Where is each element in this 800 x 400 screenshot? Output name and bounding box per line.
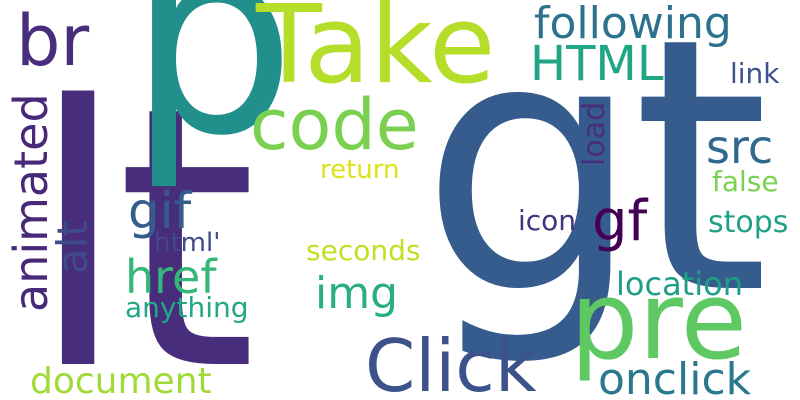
word-link: link	[730, 57, 780, 90]
word-animated: animated	[4, 93, 58, 312]
word-lt: lt	[28, 30, 257, 400]
word-href: href	[125, 250, 217, 304]
word-stops: stops	[708, 205, 789, 240]
word-gt: gt	[420, 0, 769, 371]
word-code: code	[250, 84, 419, 166]
word-document: document	[30, 361, 212, 400]
word-following: following	[534, 0, 732, 49]
word-br: br	[16, 0, 90, 82]
word-return: return	[320, 155, 400, 185]
word-src: src	[706, 120, 774, 174]
word-html-quote: html'	[154, 228, 221, 258]
word-seconds: seconds	[306, 234, 421, 267]
word-location: location	[616, 265, 743, 303]
word-p: p	[128, 0, 297, 194]
word-anything: anything	[125, 291, 249, 324]
word-onclick: onclick	[598, 354, 752, 400]
word-icon: icon	[518, 204, 577, 237]
word-false: false	[712, 165, 779, 198]
word-pre: pre	[570, 259, 748, 384]
word-take: Take	[256, 0, 496, 108]
word-alt: alt	[48, 220, 97, 274]
word-gif: gif	[128, 182, 192, 240]
word-gf: gf	[592, 189, 648, 254]
word-img: img	[315, 268, 399, 319]
word-html: HTML	[530, 36, 664, 92]
word-click: Click	[365, 324, 537, 400]
word-load: load	[577, 101, 612, 166]
